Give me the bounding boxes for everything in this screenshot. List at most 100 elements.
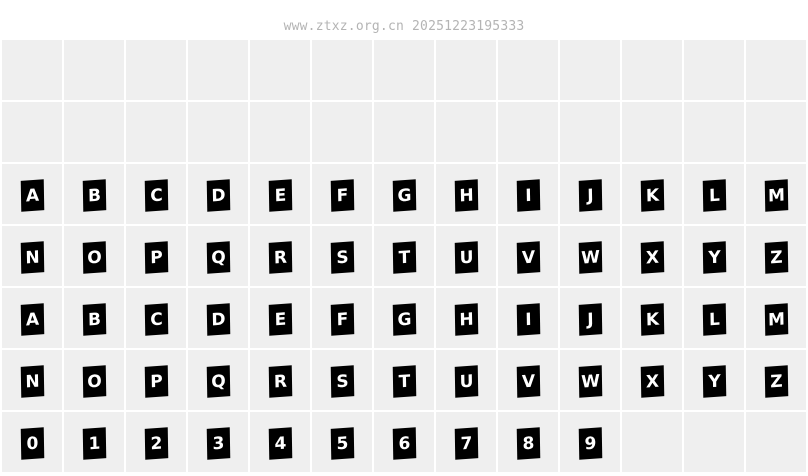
glyph-cell <box>250 102 310 162</box>
glyph-cell: V <box>498 350 558 410</box>
glyph-sample: Q <box>206 240 230 274</box>
glyph-cell: I <box>498 288 558 348</box>
glyph-cell <box>746 40 806 100</box>
glyph-cell: H <box>436 164 496 224</box>
glyph-cell: U <box>436 350 496 410</box>
glyph-cell: I <box>498 164 558 224</box>
glyph-sample: 8 <box>516 426 540 460</box>
glyph-sample: 5 <box>330 426 354 460</box>
glyph-sample: G <box>392 302 416 336</box>
glyph-cell <box>126 40 186 100</box>
glyph-cell: F <box>312 164 372 224</box>
glyph-sample: W <box>578 364 602 398</box>
glyph-cell <box>684 40 744 100</box>
glyph-sample: Z <box>764 240 788 274</box>
glyph-cell: D <box>188 164 248 224</box>
glyph-cell: 3 <box>188 412 248 472</box>
glyph-cell <box>622 40 682 100</box>
glyph-cell: 1 <box>64 412 124 472</box>
glyph-sample: R <box>268 240 292 274</box>
glyph-sample: V <box>516 240 540 274</box>
glyph-cell: Y <box>684 226 744 286</box>
glyph-sample: 3 <box>206 426 230 460</box>
glyph-sample: C <box>144 178 168 212</box>
glyph-cell: M <box>746 164 806 224</box>
glyph-cell <box>436 40 496 100</box>
glyph-sample: A <box>20 178 44 212</box>
glyph-cell: K <box>622 288 682 348</box>
glyph-sample: U <box>454 240 478 274</box>
glyph-cell <box>312 40 372 100</box>
glyph-cell: C <box>126 164 186 224</box>
glyph-sample: T <box>392 240 416 274</box>
glyph-sample: M <box>764 178 788 212</box>
glyph-sample: E <box>268 178 292 212</box>
glyph-sample: X <box>640 364 664 398</box>
glyph-cell: N <box>2 350 62 410</box>
glyph-cell: O <box>64 226 124 286</box>
glyph-sample: N <box>20 240 44 274</box>
glyph-cell <box>2 40 62 100</box>
glyph-cell: W <box>560 350 620 410</box>
glyph-cell: Q <box>188 226 248 286</box>
glyph-cell <box>684 412 744 472</box>
glyph-cell: P <box>126 350 186 410</box>
glyph-cell <box>436 102 496 162</box>
glyph-sample: 1 <box>82 426 106 460</box>
glyph-cell: 4 <box>250 412 310 472</box>
glyph-sample: 2 <box>144 426 168 460</box>
glyph-cell: X <box>622 226 682 286</box>
glyph-cell: J <box>560 164 620 224</box>
glyph-cell <box>374 102 434 162</box>
glyph-cell: Z <box>746 350 806 410</box>
glyph-cell <box>64 102 124 162</box>
glyph-sample: R <box>268 364 292 398</box>
glyph-cell <box>560 102 620 162</box>
glyph-cell: O <box>64 350 124 410</box>
glyph-cell: T <box>374 350 434 410</box>
glyph-cell <box>746 412 806 472</box>
glyph-sample: K <box>640 302 664 336</box>
glyph-sample: N <box>20 364 44 398</box>
glyph-cell: X <box>622 350 682 410</box>
glyph-cell <box>622 102 682 162</box>
glyph-cell <box>498 40 558 100</box>
glyph-cell <box>498 102 558 162</box>
glyph-cell: F <box>312 288 372 348</box>
glyph-sample: B <box>82 302 106 336</box>
glyph-cell: G <box>374 164 434 224</box>
glyph-cell: 8 <box>498 412 558 472</box>
glyph-cell: R <box>250 350 310 410</box>
glyph-sample: Q <box>206 364 230 398</box>
glyph-cell <box>188 40 248 100</box>
glyph-cell: 2 <box>126 412 186 472</box>
glyph-cell: J <box>560 288 620 348</box>
glyph-cell: V <box>498 226 558 286</box>
glyph-grid: A B C D E F G H I J K L M N O P Q R S T U V W X Y Z A B C D E F G H I J K L M N… <box>2 40 808 472</box>
glyph-cell: 5 <box>312 412 372 472</box>
glyph-cell: B <box>64 164 124 224</box>
glyph-sample: O <box>82 364 106 398</box>
glyph-cell: M <box>746 288 806 348</box>
glyph-sample: S <box>330 364 354 398</box>
glyph-sample: J <box>578 302 602 336</box>
glyph-cell: C <box>126 288 186 348</box>
glyph-sample: F <box>330 302 354 336</box>
glyph-sample: H <box>454 178 478 212</box>
glyph-cell: 9 <box>560 412 620 472</box>
glyph-cell: 6 <box>374 412 434 472</box>
glyph-cell: A <box>2 288 62 348</box>
glyph-sample: F <box>330 178 354 212</box>
glyph-sample: C <box>144 302 168 336</box>
glyph-sample: L <box>702 302 726 336</box>
glyph-cell <box>250 40 310 100</box>
glyph-cell: W <box>560 226 620 286</box>
glyph-cell <box>312 102 372 162</box>
glyph-sample: T <box>392 364 416 398</box>
glyph-cell <box>2 102 62 162</box>
glyph-cell <box>746 102 806 162</box>
glyph-cell: S <box>312 226 372 286</box>
glyph-cell: K <box>622 164 682 224</box>
glyph-cell <box>126 102 186 162</box>
glyph-cell: E <box>250 288 310 348</box>
